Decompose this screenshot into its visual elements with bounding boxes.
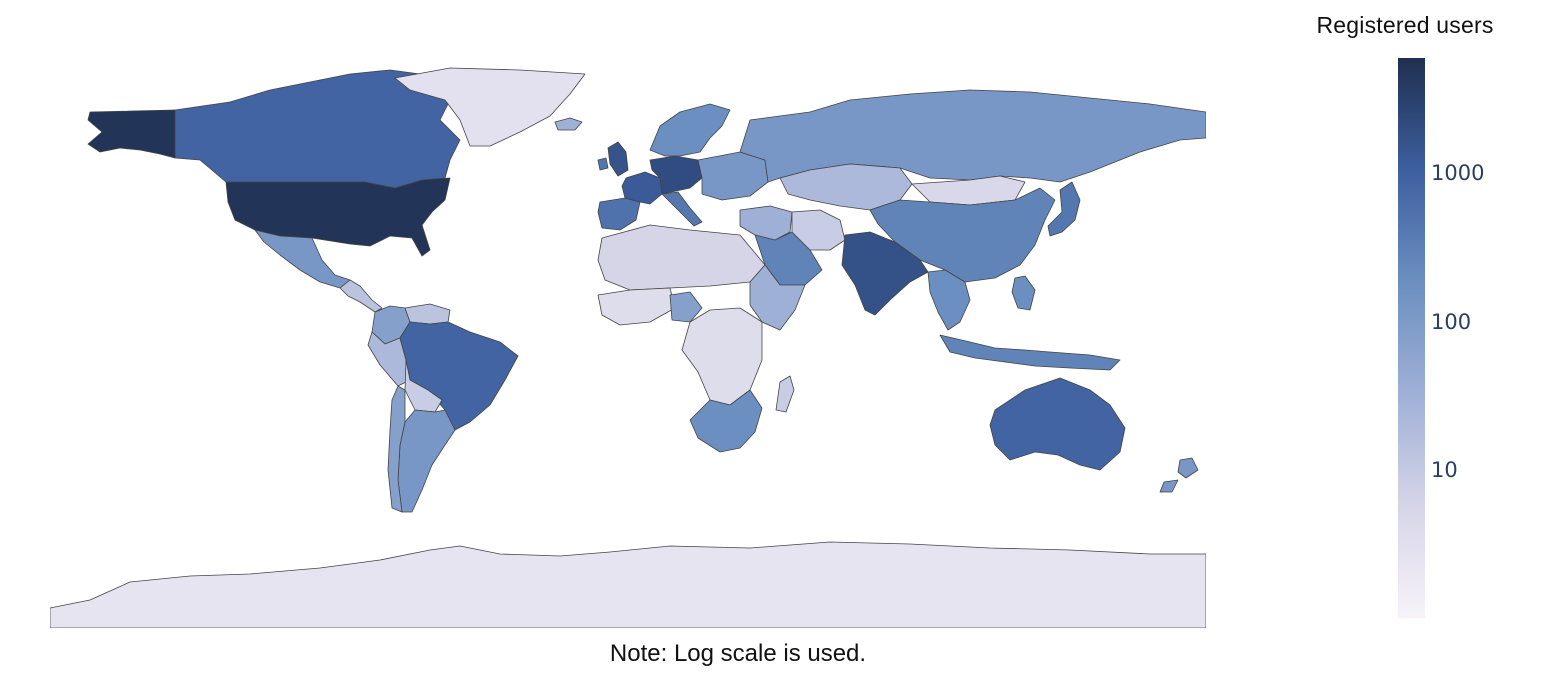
region-scandinavia[interactable]: [649, 103, 731, 157]
region-southern-africa[interactable]: [689, 389, 763, 453]
region-china[interactable]: [869, 187, 1056, 283]
region-united-kingdom[interactable]: [607, 141, 629, 177]
region-madagascar[interactable]: [775, 375, 795, 413]
region-north-africa[interactable]: [597, 224, 766, 291]
region-nigeria[interactable]: [669, 291, 703, 323]
region-greenland[interactable]: [394, 67, 586, 147]
world-choropleth-map: [50, 60, 1206, 628]
region-indonesia[interactable]: [939, 334, 1121, 371]
colorbar-tick-label: 1000: [1431, 161, 1485, 186]
region-france[interactable]: [621, 171, 663, 205]
region-germany-central-europe[interactable]: [649, 155, 703, 195]
region-southeast-asia[interactable]: [927, 269, 971, 331]
region-west-africa[interactable]: [597, 287, 676, 326]
region-india[interactable]: [841, 231, 929, 316]
region-japan[interactable]: [1047, 181, 1081, 237]
region-canada[interactable]: [174, 69, 461, 189]
region-middle-east[interactable]: [739, 205, 793, 241]
region-east-africa[interactable]: [749, 264, 806, 331]
scale-note: Note: Log scale is used.: [609, 640, 867, 667]
region-chile[interactable]: [387, 385, 406, 513]
region-iran[interactable]: [791, 209, 846, 251]
region-ireland[interactable]: [597, 157, 609, 171]
colorbar-tick-label: 100: [1431, 309, 1472, 334]
region-italy[interactable]: [661, 191, 703, 227]
region-australia[interactable]: [989, 377, 1126, 471]
region-new-zealand[interactable]: [1159, 457, 1199, 493]
region-philippines[interactable]: [1011, 275, 1036, 311]
region-antarctica[interactable]: [50, 541, 1206, 628]
country-layer: [50, 67, 1206, 628]
colorbar-tick-label: 10: [1431, 457, 1458, 482]
region-bolivia[interactable]: [404, 359, 443, 413]
map-svg: [50, 60, 1206, 628]
colorbar-title: Registered users: [1316, 12, 1494, 38]
region-iceland[interactable]: [554, 117, 583, 131]
region-central-america[interactable]: [339, 279, 383, 313]
colorbar-gradient: [1398, 58, 1425, 618]
